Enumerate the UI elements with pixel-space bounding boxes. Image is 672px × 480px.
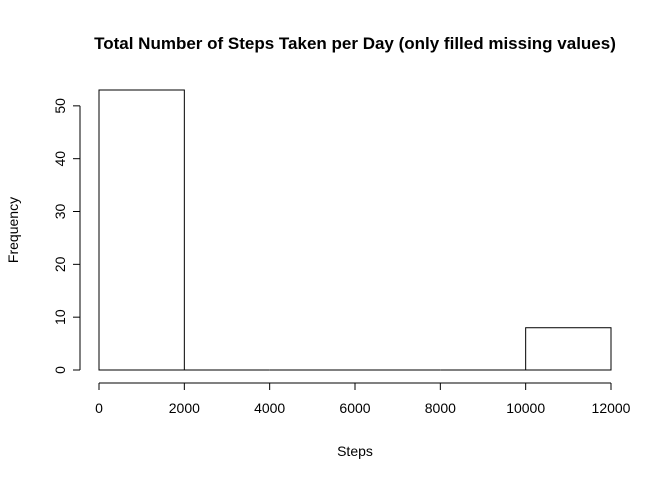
y-axis: 0 10 20 30 40 50 bbox=[52, 98, 81, 374]
x-axis: 0 2000 4000 6000 8000 10000 12000 bbox=[95, 382, 631, 416]
y-tick-label: 20 bbox=[52, 256, 68, 272]
x-tick-label: 12000 bbox=[592, 400, 631, 416]
x-tick-label: 6000 bbox=[339, 400, 370, 416]
histogram-bar bbox=[98, 89, 185, 371]
y-tick-label: 0 bbox=[52, 366, 68, 374]
x-tick-label: 4000 bbox=[254, 400, 285, 416]
y-tick-label: 40 bbox=[52, 151, 68, 167]
bars-group bbox=[98, 89, 612, 371]
y-axis-label: Frequency bbox=[5, 197, 21, 263]
y-tick-label: 50 bbox=[52, 98, 68, 114]
chart-title: Total Number of Steps Taken per Day (onl… bbox=[94, 34, 616, 53]
histogram-bar bbox=[525, 327, 612, 371]
x-tick-label: 0 bbox=[95, 400, 103, 416]
y-tick-label: 10 bbox=[52, 309, 68, 325]
x-axis-label: Steps bbox=[337, 443, 373, 459]
x-tick-label: 2000 bbox=[169, 400, 200, 416]
x-tick-label: 10000 bbox=[506, 400, 545, 416]
y-tick-label: 30 bbox=[52, 204, 68, 220]
x-tick-label: 8000 bbox=[425, 400, 456, 416]
